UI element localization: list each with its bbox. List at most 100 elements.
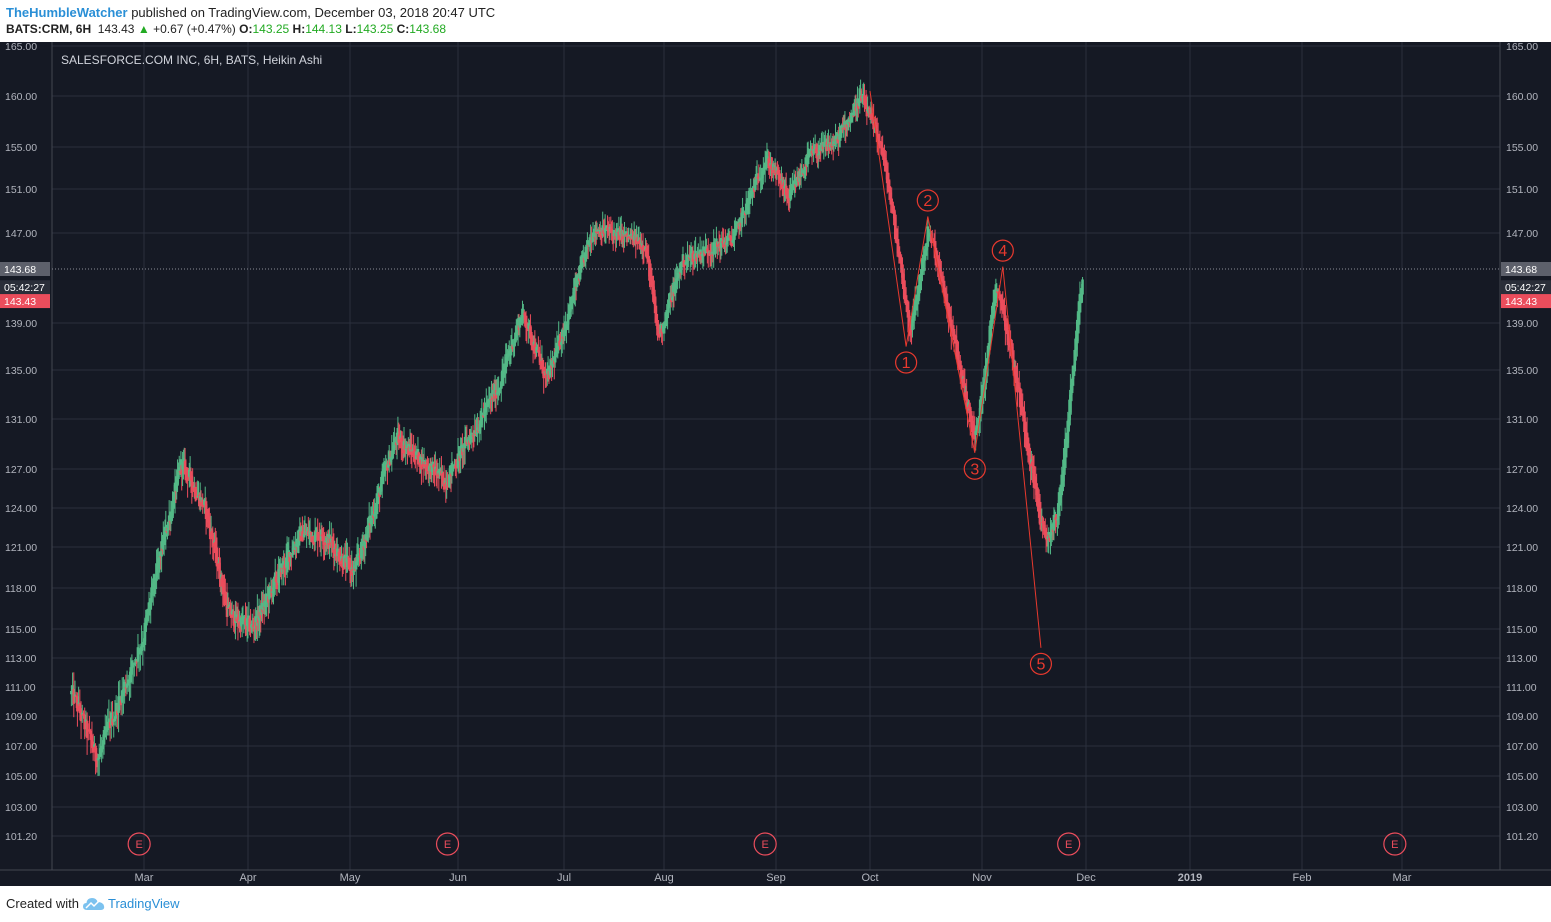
candle-body — [320, 534, 324, 537]
candle-body — [780, 178, 783, 181]
candle-body — [201, 499, 205, 507]
candle-body — [477, 430, 481, 432]
candle-body — [176, 470, 179, 484]
candle-body — [774, 167, 778, 179]
wave-label-5: 5 — [1029, 652, 1053, 675]
candle-body — [265, 597, 268, 599]
y-tick-label-right: 124.00 — [1506, 503, 1538, 515]
candle-body — [302, 533, 306, 538]
candle-up — [701, 253, 705, 269]
candle-down — [1016, 362, 1019, 407]
footer: Created with TradingView — [6, 896, 180, 911]
price-tag-box — [1501, 294, 1551, 309]
candle-down — [599, 227, 603, 246]
price-tag-box — [1501, 280, 1551, 295]
x-tick-label: Apr — [239, 872, 256, 884]
candle-down — [1054, 514, 1057, 534]
chart-area[interactable]: 1 2 3 4 5 E E E E E 165.00 165.00 160.00 160.00 155.… — [0, 41, 1551, 886]
candle-body — [833, 143, 837, 145]
y-tick-label-left: 160.00 — [5, 91, 37, 103]
candle-body — [817, 155, 821, 157]
candle-body — [143, 622, 147, 642]
candle-body — [166, 529, 169, 532]
candle-body — [791, 186, 795, 188]
candle-body — [374, 502, 378, 514]
y-tick-label-left: 101.20 — [5, 831, 37, 843]
candle-body — [924, 243, 928, 256]
candle-body — [220, 576, 224, 587]
candle-body — [365, 539, 368, 542]
candle-body — [722, 242, 725, 247]
candle-up — [636, 226, 640, 242]
candle-up — [253, 625, 257, 641]
candle-body — [503, 363, 507, 373]
earnings-marker: E — [435, 832, 460, 856]
candle-body — [758, 179, 762, 181]
candle-body — [431, 461, 435, 468]
candle-body — [1054, 517, 1057, 521]
wave-label-2: 2 — [916, 189, 939, 212]
candle-body — [675, 278, 678, 284]
candle-body — [322, 538, 325, 545]
y-tick-label-left: 109.00 — [5, 711, 37, 723]
candle-body — [174, 491, 178, 493]
candle-body — [427, 467, 430, 475]
candle-body — [418, 458, 421, 467]
candle-up — [612, 222, 616, 244]
candle-body — [941, 278, 945, 283]
candle-body — [827, 143, 831, 151]
candle-body — [80, 712, 84, 715]
candle-body — [633, 232, 637, 239]
candle-body — [530, 331, 533, 339]
candle-body — [747, 196, 751, 204]
wave-circle — [916, 189, 939, 212]
candle-body — [894, 228, 898, 241]
candle-body — [360, 541, 363, 559]
candle-body — [427, 466, 431, 471]
candle-up — [751, 187, 754, 206]
candle-down — [79, 701, 83, 740]
candle-body — [884, 160, 888, 172]
x-tick-label: Dec — [1076, 872, 1096, 884]
candle-body — [303, 530, 307, 536]
candle-up — [553, 337, 557, 368]
candle-body — [510, 339, 514, 351]
y-tick-label-right: 121.00 — [1506, 542, 1538, 554]
candle-body — [1070, 378, 1074, 394]
candle-up — [855, 106, 858, 121]
tradingview-brand[interactable]: TradingView — [82, 896, 180, 911]
y-tick-label-right: 109.00 — [1506, 711, 1538, 723]
candle-down — [362, 535, 366, 562]
candle-body — [1081, 279, 1084, 295]
candle-body — [944, 295, 948, 305]
candle-body — [255, 621, 258, 630]
price-tag-left: 05:42:27 — [0, 280, 50, 295]
candle-up — [984, 352, 987, 401]
y-tick-label-right: 103.00 — [1506, 802, 1538, 814]
candle-up — [674, 267, 678, 301]
candle-body — [806, 154, 809, 166]
candle-body — [507, 350, 511, 356]
earnings-circle — [435, 832, 460, 856]
candle-body — [701, 254, 705, 256]
author-link[interactable]: TheHumbleWatcher — [6, 5, 128, 20]
candle-body — [727, 232, 731, 238]
candle-body — [687, 257, 691, 259]
candle-up — [594, 221, 597, 247]
wave-lines — [869, 90, 1042, 648]
candle-down — [602, 219, 605, 237]
x-tick-label: Nov — [972, 872, 992, 884]
candle-body — [724, 242, 727, 247]
price-tag-left: 143.43 — [0, 294, 50, 308]
candle-body — [936, 258, 940, 263]
price-chart[interactable]: 1 2 3 4 5 E E E E E 165.00 165.00 160.00 160.00 155.… — [0, 41, 1551, 886]
y-tick-label-right: 118.00 — [1506, 583, 1537, 595]
candle-up — [181, 451, 184, 487]
y-tick-label-right: 101.20 — [1506, 831, 1538, 843]
candle-down — [318, 522, 321, 548]
candle-body — [141, 641, 145, 648]
candle-up — [451, 461, 455, 477]
y-tick-label-left: 127.00 — [5, 464, 37, 476]
candle-body — [636, 240, 640, 242]
x-tick-label: Oct — [861, 872, 878, 884]
